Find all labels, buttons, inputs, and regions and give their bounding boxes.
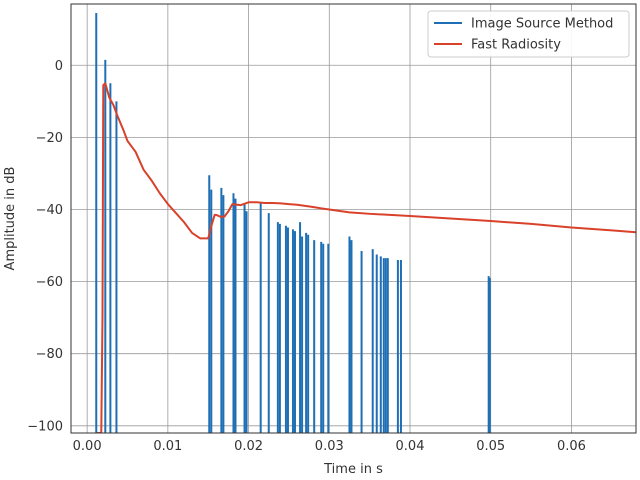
y-axis-label: Amplitude in dB bbox=[3, 167, 18, 271]
x-tick-label: 0.06 bbox=[557, 439, 586, 454]
legend: Image Source Method Fast Radiosity bbox=[427, 10, 630, 58]
series-layer bbox=[95, 13, 636, 433]
x-tick-label: 0.03 bbox=[315, 439, 344, 454]
x-axis: 0.00 0.01 0.02 0.03 0.04 0.05 0.06 bbox=[73, 439, 586, 454]
legend-box bbox=[427, 10, 630, 58]
y-tick-label: −60 bbox=[36, 275, 63, 290]
y-axis: 0 −20 −40 −60 −80 −100 bbox=[27, 59, 63, 435]
y-tick-label: −40 bbox=[36, 203, 63, 218]
legend-label: Fast Radiosity bbox=[471, 38, 561, 53]
plot-area bbox=[71, 4, 636, 433]
legend-label: Image Source Method bbox=[471, 17, 613, 32]
series-0 bbox=[95, 13, 491, 433]
y-tick-label: 0 bbox=[55, 59, 63, 74]
y-tick-label: −100 bbox=[27, 419, 63, 434]
x-tick-label: 0.00 bbox=[73, 439, 102, 454]
x-tick-label: 0.04 bbox=[396, 439, 425, 454]
x-tick-label: 0.01 bbox=[153, 439, 182, 454]
series-1 bbox=[97, 82, 636, 433]
x-axis-label: Time in s bbox=[323, 462, 383, 477]
x-tick-label: 0.05 bbox=[476, 439, 505, 454]
series-line bbox=[97, 82, 636, 433]
grid bbox=[71, 4, 636, 433]
y-tick-label: −20 bbox=[36, 131, 63, 146]
plot-frame bbox=[70, 3, 637, 434]
y-tick-label: −80 bbox=[36, 347, 63, 362]
x-tick-label: 0.02 bbox=[234, 439, 263, 454]
